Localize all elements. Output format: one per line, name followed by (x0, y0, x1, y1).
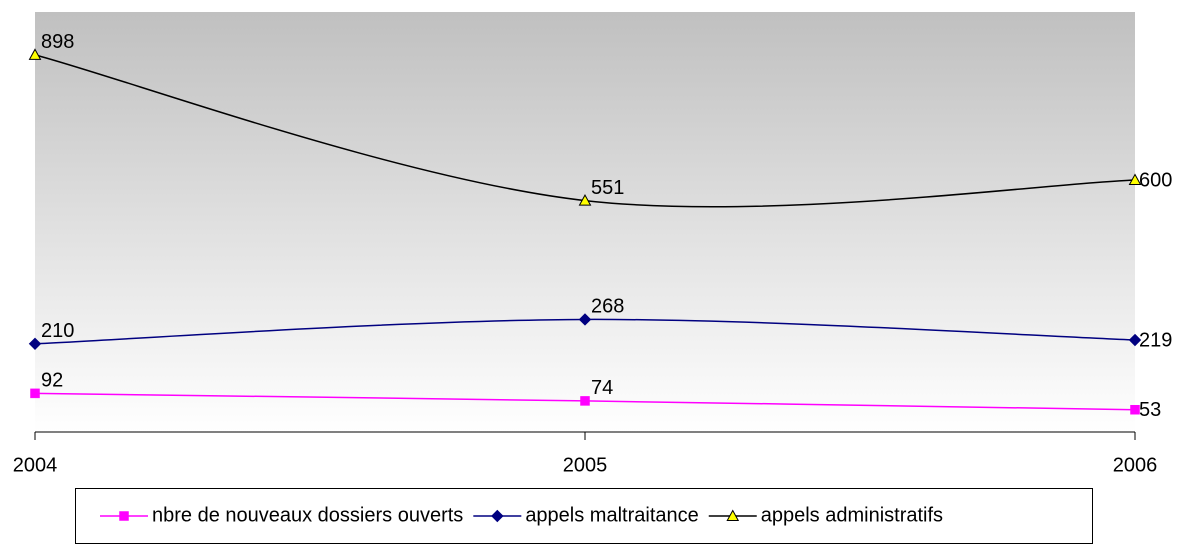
legend-label: nbre de nouveaux dossiers ouverts (152, 504, 463, 526)
x-tick-label: 2005 (563, 454, 608, 476)
data-label: 551 (591, 177, 624, 199)
legend-marker (726, 509, 740, 521)
legend-label: appels maltraitance (525, 504, 698, 526)
data-label: 74 (591, 377, 613, 399)
marker (1130, 404, 1140, 415)
plot-area (35, 12, 1135, 432)
marker (580, 396, 590, 406)
data-label: 92 (41, 370, 63, 392)
data-label: 898 (41, 31, 74, 53)
marker (30, 388, 40, 399)
data-label: 53 (1139, 399, 1161, 421)
marker (578, 194, 592, 206)
data-label: 600 (1139, 169, 1172, 191)
marker (28, 48, 42, 60)
legend-marker (491, 509, 504, 523)
legend (75, 488, 1093, 544)
marker (1128, 173, 1142, 185)
x-tick-label: 2004 (13, 454, 58, 476)
x-tick-label: 2006 (1113, 454, 1158, 476)
data-label: 219 (1139, 329, 1172, 351)
marker (28, 337, 42, 351)
marker (578, 313, 592, 326)
marker (1128, 333, 1142, 347)
legend-marker (119, 511, 129, 521)
data-label: 210 (41, 320, 74, 342)
legend-label: appels administratifs (761, 504, 943, 526)
data-label: 268 (591, 296, 624, 318)
